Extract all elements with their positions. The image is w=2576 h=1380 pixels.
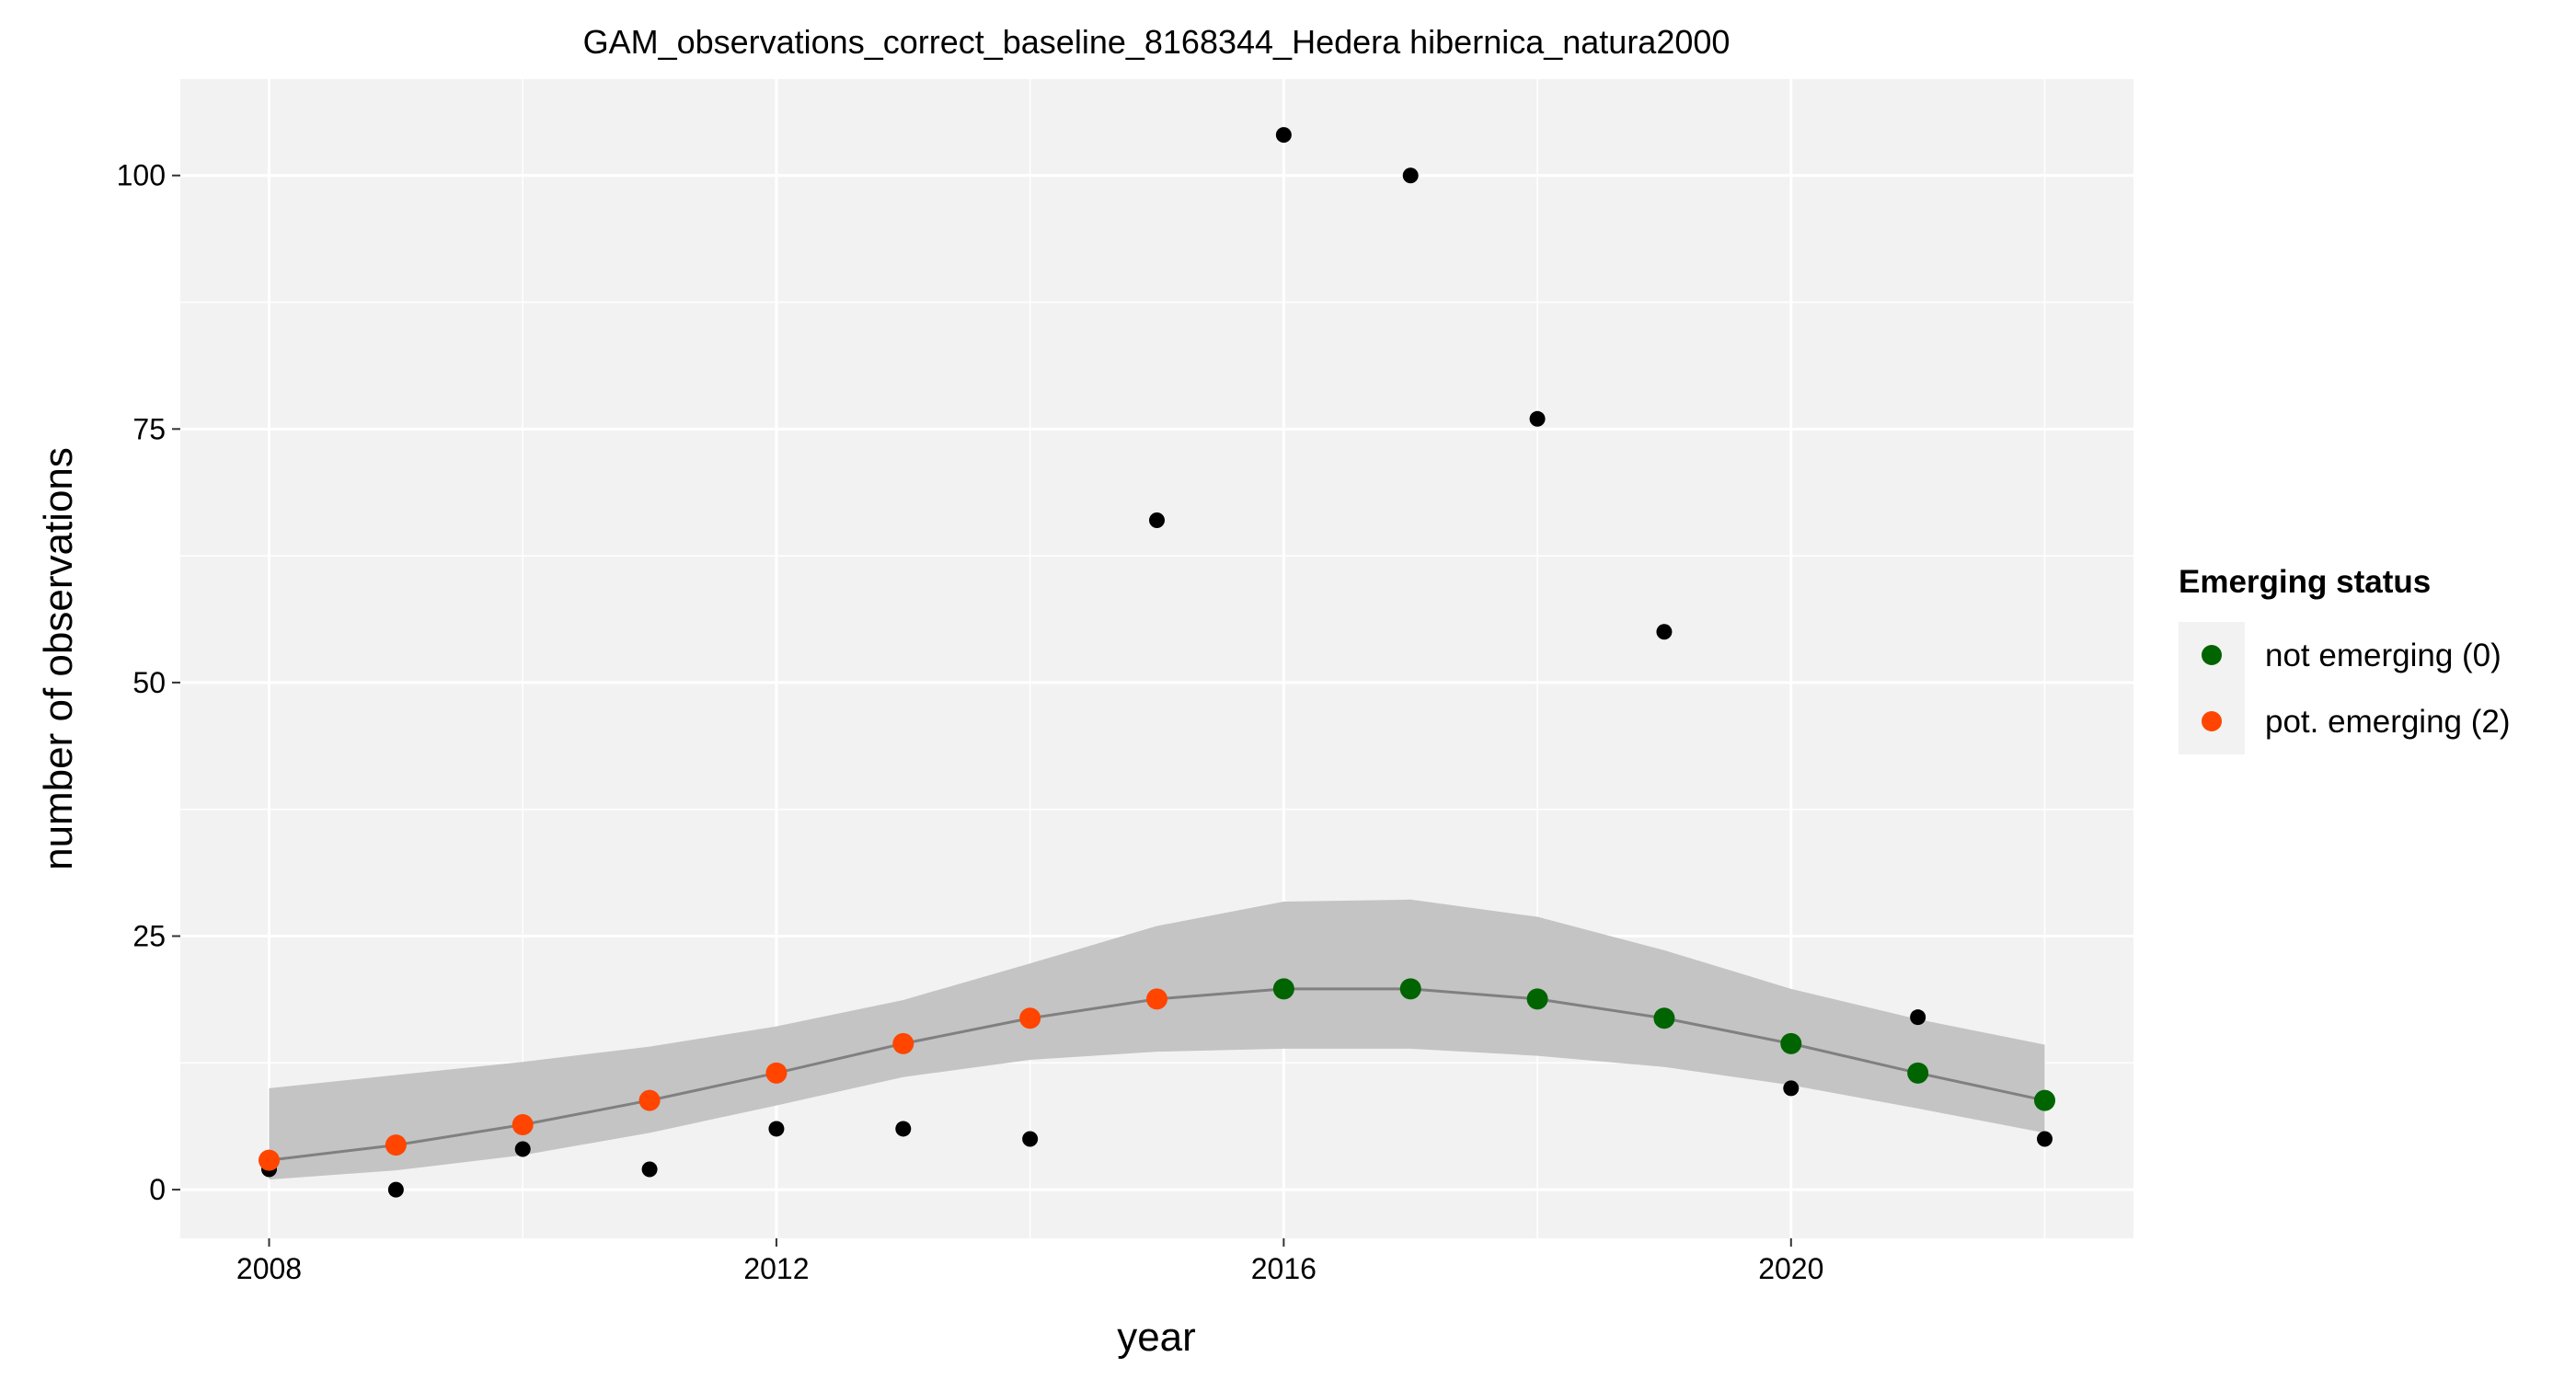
- legend-title: Emerging status: [2179, 564, 2431, 600]
- fit-point-not-emerging: [1399, 978, 1421, 1000]
- fit-point-pot-emerging: [512, 1114, 534, 1136]
- y-axis-ticks: 0 25 50 75 100: [117, 159, 180, 1206]
- fit-point-pot-emerging: [385, 1134, 407, 1156]
- y-tick-label: 50: [132, 666, 166, 699]
- fit-point-not-emerging: [2034, 1089, 2055, 1111]
- fit-point-pot-emerging: [1019, 1007, 1041, 1029]
- observation-point: [1529, 410, 1546, 427]
- legend-label-not-emerging: not emerging (0): [2265, 638, 2501, 673]
- x-axis-label: year: [1117, 1315, 1196, 1360]
- observation-point: [641, 1161, 658, 1178]
- x-tick-label: 2008: [236, 1252, 302, 1285]
- observation-point: [1402, 167, 1419, 184]
- fit-point-not-emerging: [1272, 978, 1294, 1000]
- confidence-ribbon: [269, 899, 2045, 1180]
- x-tick-label: 2020: [1758, 1252, 1823, 1285]
- fit-point-pot-emerging: [259, 1149, 280, 1171]
- y-tick-label: 100: [117, 159, 166, 192]
- fit-point-not-emerging: [1780, 1032, 1802, 1054]
- observation-point: [387, 1181, 404, 1198]
- observation-point: [895, 1121, 912, 1137]
- fit-points: [259, 978, 2055, 1171]
- fit-point-pot-emerging: [1146, 988, 1167, 1010]
- legend-label-pot-emerging: pot. emerging (2): [2265, 704, 2511, 740]
- y-tick-label: 25: [132, 919, 166, 952]
- fit-point-pot-emerging: [765, 1062, 788, 1084]
- legend-key-not-emerging: [2202, 645, 2222, 665]
- x-axis-ticks: 2008 2012 2016 2020: [236, 1238, 1823, 1285]
- chart-title: GAM_observations_correct_baseline_816834…: [583, 23, 1731, 61]
- observation-point: [1149, 512, 1165, 529]
- observation-point: [1275, 127, 1292, 144]
- observation-point: [1656, 624, 1673, 640]
- fit-point-not-emerging: [1653, 1007, 1675, 1029]
- legend: Emerging status not emerging (0) pot. em…: [2179, 564, 2511, 754]
- legend-key-pot-emerging: [2202, 711, 2222, 731]
- fit-point-not-emerging: [1907, 1062, 1929, 1084]
- y-tick-label: 0: [149, 1173, 166, 1206]
- fit-point-pot-emerging: [892, 1032, 914, 1054]
- observation-point: [1022, 1131, 1039, 1147]
- observation-point: [1910, 1009, 1926, 1026]
- observation-point: [2037, 1131, 2053, 1147]
- minor-gridlines: [180, 79, 2133, 1238]
- observation-point: [514, 1141, 531, 1157]
- x-tick-label: 2012: [743, 1252, 809, 1285]
- observation-point: [768, 1121, 785, 1137]
- x-tick-label: 2016: [1251, 1252, 1317, 1285]
- y-axis-label: number of observations: [36, 447, 81, 870]
- fit-point-not-emerging: [1526, 988, 1548, 1010]
- legend-key-background: [2179, 622, 2245, 754]
- observation-point: [1783, 1080, 1800, 1097]
- fit-point-pot-emerging: [638, 1089, 661, 1111]
- y-tick-label: 75: [132, 412, 166, 445]
